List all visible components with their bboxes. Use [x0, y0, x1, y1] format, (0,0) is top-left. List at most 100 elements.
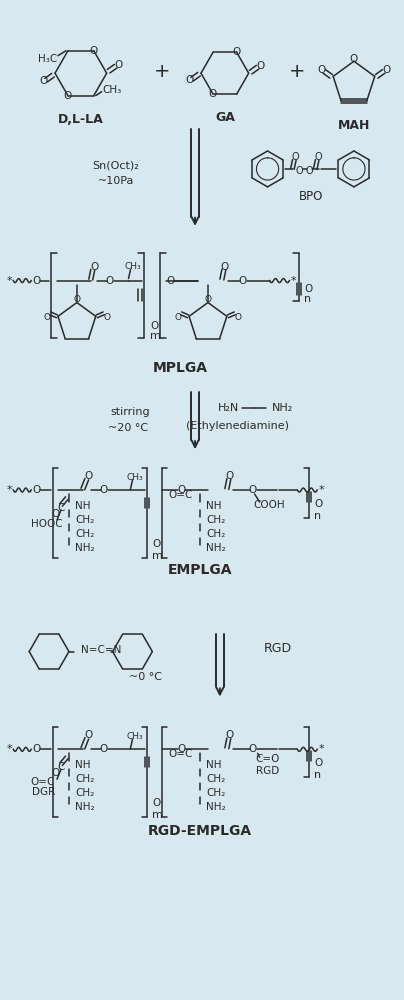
Text: RGD-EMPLGA: RGD-EMPLGA — [148, 824, 252, 838]
Text: CH₂: CH₂ — [206, 788, 225, 798]
Text: NH: NH — [206, 501, 221, 511]
Text: O: O — [32, 744, 40, 754]
Text: O: O — [209, 89, 217, 99]
Text: O: O — [248, 485, 257, 495]
Text: NH: NH — [75, 760, 90, 770]
Text: ~0 °C: ~0 °C — [129, 672, 162, 682]
Text: C=O: C=O — [255, 754, 280, 764]
Text: O: O — [383, 65, 391, 75]
Text: O: O — [239, 276, 247, 286]
Text: Sn(Oct)₂: Sn(Oct)₂ — [92, 161, 139, 171]
Text: C: C — [57, 762, 65, 772]
Text: *: * — [6, 485, 12, 495]
Text: *: * — [6, 276, 12, 286]
Text: O: O — [221, 262, 229, 272]
Text: NH: NH — [75, 501, 90, 511]
Text: CH₂: CH₂ — [206, 515, 225, 525]
Text: CH₃: CH₃ — [126, 473, 143, 482]
Text: O: O — [90, 46, 98, 56]
Text: n: n — [304, 294, 311, 304]
Text: O: O — [32, 485, 40, 495]
Text: O: O — [314, 499, 322, 509]
Text: H₂N: H₂N — [218, 403, 239, 413]
Text: O: O — [39, 76, 47, 86]
Text: CH₂: CH₂ — [75, 774, 94, 784]
Text: O: O — [177, 744, 185, 754]
Text: *: * — [6, 744, 12, 754]
Text: O: O — [177, 485, 185, 495]
Text: +: + — [154, 62, 170, 81]
Text: CH₃: CH₃ — [102, 85, 121, 95]
Text: O: O — [99, 744, 108, 754]
Text: O: O — [314, 152, 322, 162]
Text: O: O — [114, 60, 123, 70]
Text: BPO: BPO — [299, 190, 324, 203]
Text: MAH: MAH — [338, 119, 370, 132]
Text: NH: NH — [206, 760, 221, 770]
Text: NH₂: NH₂ — [206, 802, 225, 812]
Text: O: O — [305, 166, 313, 176]
Text: CH₂: CH₂ — [206, 529, 225, 539]
Text: O: O — [295, 166, 303, 176]
Text: O: O — [166, 276, 175, 286]
Text: O: O — [317, 65, 325, 75]
Text: COOH: COOH — [254, 500, 285, 510]
Text: O: O — [85, 471, 93, 481]
Text: H₃C: H₃C — [38, 54, 58, 64]
Text: CH₂: CH₂ — [75, 515, 94, 525]
Text: O: O — [314, 758, 322, 768]
Text: O: O — [175, 313, 182, 322]
Text: O=C: O=C — [168, 749, 193, 759]
Text: +: + — [289, 62, 305, 81]
Text: CH₃: CH₃ — [124, 262, 141, 271]
Text: stirring: stirring — [111, 407, 150, 417]
Text: O: O — [233, 47, 241, 57]
Text: MPLGA: MPLGA — [153, 361, 208, 375]
Text: O: O — [292, 152, 299, 162]
Text: n: n — [314, 511, 321, 521]
Text: O: O — [150, 321, 159, 331]
Text: EMPLGA: EMPLGA — [168, 563, 232, 577]
Text: CH₂: CH₂ — [75, 529, 94, 539]
Text: O: O — [204, 295, 211, 304]
Text: *: * — [318, 744, 324, 754]
Text: DGR: DGR — [32, 787, 55, 797]
Text: N=C=N: N=C=N — [81, 645, 121, 655]
Text: RGD: RGD — [263, 642, 292, 655]
Text: NH₂: NH₂ — [75, 543, 95, 553]
Text: NH₂: NH₂ — [75, 802, 95, 812]
Text: O: O — [64, 91, 72, 101]
Text: O=C: O=C — [31, 777, 55, 787]
Text: O: O — [226, 471, 234, 481]
Text: NH₂: NH₂ — [206, 543, 225, 553]
Text: *: * — [318, 485, 324, 495]
Text: O: O — [105, 276, 114, 286]
Text: O: O — [226, 730, 234, 740]
Text: O: O — [85, 730, 93, 740]
Text: C: C — [57, 503, 65, 513]
Text: O: O — [99, 485, 108, 495]
Text: O: O — [74, 295, 80, 304]
Text: O: O — [44, 313, 50, 322]
Text: O: O — [234, 313, 241, 322]
Text: CH₃: CH₃ — [126, 732, 143, 741]
Text: O: O — [152, 798, 161, 808]
Text: O: O — [257, 61, 265, 71]
Text: O: O — [90, 262, 99, 272]
Text: m: m — [152, 551, 163, 561]
Text: NH₂: NH₂ — [271, 403, 293, 413]
Text: O: O — [304, 284, 313, 294]
Text: O: O — [103, 313, 110, 322]
Text: O: O — [350, 54, 358, 64]
Text: ~20 °C: ~20 °C — [108, 423, 149, 433]
Text: O: O — [152, 539, 161, 549]
Text: CH₂: CH₂ — [75, 788, 94, 798]
Text: (Ethylenediamine): (Ethylenediamine) — [186, 421, 289, 431]
Text: O: O — [51, 509, 59, 519]
Text: ~10Pa: ~10Pa — [97, 176, 134, 186]
Text: O: O — [32, 276, 40, 286]
Text: O: O — [248, 744, 257, 754]
Text: RGD: RGD — [256, 766, 279, 776]
Text: m: m — [152, 810, 163, 820]
Text: O: O — [51, 768, 59, 778]
